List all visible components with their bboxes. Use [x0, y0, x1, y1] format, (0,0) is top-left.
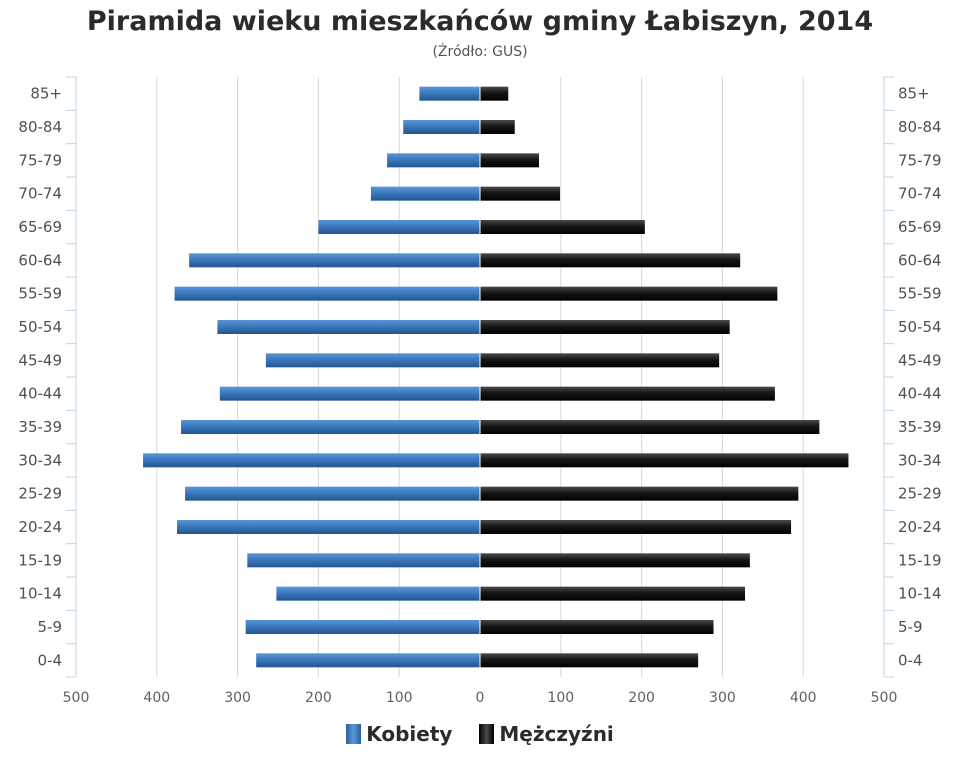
category-label-left: 75-79 [18, 151, 62, 169]
bar-female[interactable] [189, 253, 480, 268]
bar-female[interactable] [247, 553, 480, 568]
bar-male[interactable] [480, 353, 720, 368]
category-label-left: 20-24 [18, 518, 62, 536]
category-label-right: 40-44 [898, 385, 942, 403]
bar-female[interactable] [419, 86, 480, 101]
category-label-right: 35-39 [898, 418, 942, 436]
x-tick-label: 300 [224, 690, 251, 706]
category-label-right: 60-64 [898, 251, 942, 269]
category-label-left: 55-59 [18, 285, 62, 303]
population-pyramid-chart: 500 400 300 200 100 0 100 200 300 400 500 85+ 85+ 80-… [18, 76, 942, 706]
category-label-right: 0-4 [898, 651, 923, 669]
category-label-left: 70-74 [18, 185, 62, 203]
category-label-left: 60-64 [18, 251, 62, 269]
bar-male[interactable] [480, 520, 792, 534]
x-tick-label: 500 [871, 690, 898, 706]
category-label-right: 55-59 [898, 285, 942, 303]
bar-male[interactable] [480, 620, 714, 634]
category-label-left: 5-9 [38, 618, 63, 636]
bars-layer [143, 77, 849, 677]
x-tick-label: 0 [476, 690, 485, 706]
category-label-left: 80-84 [18, 118, 62, 136]
category-label-left: 65-69 [18, 218, 62, 236]
legend-label-female: Kobiety [366, 722, 453, 746]
bar-female[interactable] [143, 453, 480, 468]
legend-swatch-female [346, 724, 362, 744]
bar-male[interactable] [480, 653, 699, 668]
category-label-left: 10-14 [18, 585, 62, 603]
bar-female[interactable] [387, 153, 480, 168]
x-tick-label: 300 [709, 690, 736, 706]
category-label-right: 25-29 [898, 485, 942, 503]
legend-item-male[interactable]: Mężczyźni [479, 722, 614, 746]
category-label-right: 5-9 [898, 618, 923, 636]
bar-male[interactable] [480, 86, 509, 101]
bar-female[interactable] [403, 120, 480, 134]
bar-female[interactable] [276, 586, 480, 601]
x-tick-label: 200 [305, 690, 332, 706]
x-tick-label: 400 [790, 690, 817, 706]
bar-female[interactable] [370, 186, 480, 201]
bar-male[interactable] [480, 186, 560, 201]
legend-item-female[interactable]: Kobiety [346, 722, 452, 746]
category-label-right: 65-69 [898, 218, 942, 236]
category-label-right: 70-74 [898, 185, 942, 203]
x-tick-label: 100 [386, 690, 413, 706]
bar-male[interactable] [480, 220, 645, 234]
bar-female[interactable] [181, 420, 481, 434]
category-label-right: 85+ [898, 85, 930, 103]
bar-female[interactable] [318, 220, 480, 234]
bar-male[interactable] [480, 453, 849, 468]
bar-male[interactable] [480, 120, 515, 134]
category-label-right: 45-49 [898, 351, 942, 369]
bar-female[interactable] [256, 653, 480, 668]
bar-male[interactable] [480, 253, 741, 268]
bar-female[interactable] [219, 386, 480, 401]
legend-label-male: Mężczyźni [499, 722, 614, 746]
category-label-left: 85+ [30, 85, 62, 103]
x-tick-label: 500 [63, 690, 90, 706]
category-label-right: 50-54 [898, 318, 942, 336]
bar-female[interactable] [177, 520, 480, 534]
chart-subtitle: (Źródło: GUS) [432, 44, 528, 60]
category-label-left: 40-44 [18, 385, 62, 403]
bar-male[interactable] [480, 486, 799, 501]
bar-female[interactable] [245, 620, 480, 634]
x-tick-label: 100 [547, 690, 574, 706]
bar-male[interactable] [480, 320, 730, 334]
bar-female[interactable] [217, 320, 480, 334]
bar-male[interactable] [480, 386, 775, 401]
legend: Kobiety Mężczyźni [0, 722, 960, 746]
bar-male[interactable] [480, 586, 746, 601]
chart-title: Piramida wieku mieszkańców gminy Łabiszy… [86, 6, 874, 37]
bar-male[interactable] [480, 420, 820, 434]
category-label-left: 50-54 [18, 318, 62, 336]
labels-layer: 500 400 300 200 100 0 100 200 300 400 500 85+ 85+ 80-… [18, 85, 941, 706]
category-label-left: 35-39 [18, 418, 62, 436]
category-label-right: 10-14 [898, 585, 942, 603]
category-label-left: 30-34 [18, 451, 62, 469]
category-label-left: 25-29 [18, 485, 62, 503]
bar-female[interactable] [174, 286, 481, 301]
category-label-right: 15-19 [898, 551, 942, 569]
category-label-right: 75-79 [898, 151, 942, 169]
category-label-right: 30-34 [898, 451, 942, 469]
bar-male[interactable] [480, 153, 539, 168]
category-label-left: 0-4 [38, 651, 63, 669]
bar-male[interactable] [480, 553, 750, 568]
category-label-left: 15-19 [18, 551, 62, 569]
category-label-right: 80-84 [898, 118, 942, 136]
bar-female[interactable] [185, 486, 480, 501]
category-label-left: 45-49 [18, 351, 62, 369]
bar-female[interactable] [265, 353, 480, 368]
legend-swatch-male [479, 724, 495, 744]
x-tick-label: 200 [628, 690, 655, 706]
x-tick-label: 400 [143, 690, 170, 706]
category-label-right: 20-24 [898, 518, 942, 536]
bar-male[interactable] [480, 286, 778, 301]
